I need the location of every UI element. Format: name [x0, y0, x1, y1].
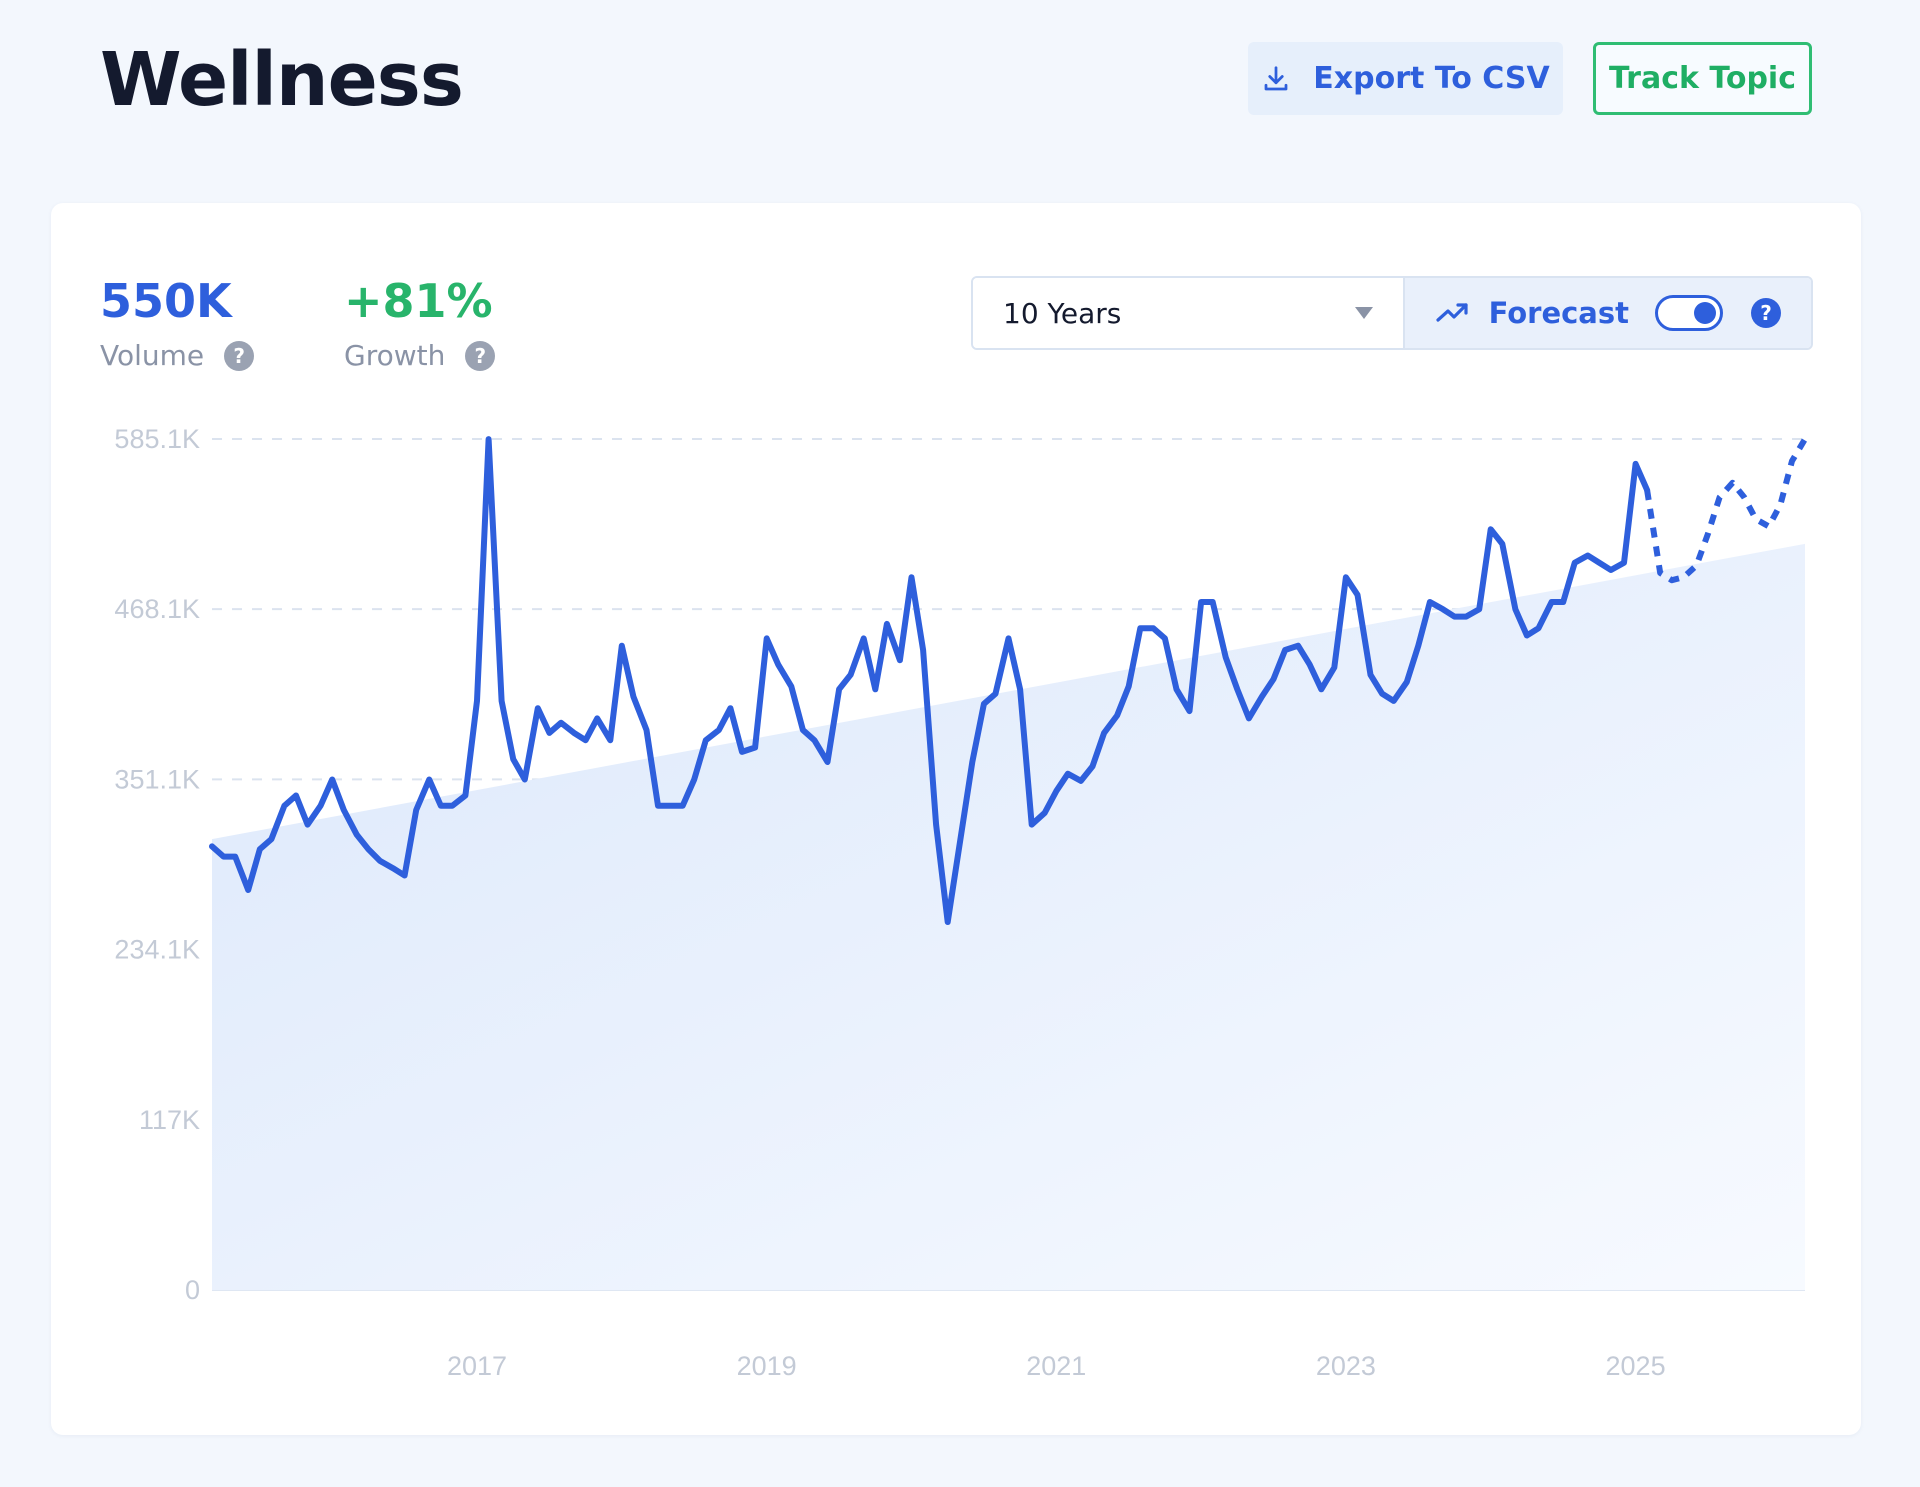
chevron-down-icon: [1354, 307, 1373, 319]
volume-stat: 550K Volume ?: [100, 273, 255, 372]
y-tick-label: 0: [185, 1275, 200, 1305]
y-tick-label: 117K: [139, 1105, 200, 1135]
y-tick-label: 585.1K: [114, 424, 200, 454]
growth-stat: +81% Growth ?: [344, 273, 496, 372]
x-tick-label: 2017: [447, 1351, 507, 1381]
export-csv-button[interactable]: Export To CSV: [1248, 42, 1563, 115]
trending-up-icon: [1435, 303, 1468, 322]
trend-area: [212, 543, 1805, 1290]
forecast-control: Forecast ?: [1404, 278, 1811, 348]
volume-help-icon[interactable]: ?: [224, 340, 255, 371]
x-tick-label: 2023: [1316, 1351, 1376, 1381]
x-tick-label: 2025: [1606, 1351, 1666, 1381]
download-icon: [1264, 65, 1288, 90]
growth-help-icon[interactable]: ?: [465, 340, 496, 371]
x-tick-label: 2021: [1026, 1351, 1086, 1381]
export-csv-label: Export To CSV: [1313, 61, 1550, 96]
volume-value: 550K: [100, 274, 232, 328]
page-title: Wellness: [100, 37, 464, 123]
forecast-toggle-knob: [1694, 302, 1716, 324]
chart-controls: 10 Years Forecast ?: [971, 276, 1813, 350]
growth-value: +81%: [344, 274, 493, 328]
growth-label-row: Growth ?: [344, 339, 496, 372]
track-topic-label: Track Topic: [1608, 61, 1797, 96]
volume-label: Volume: [100, 339, 205, 372]
forecast-toggle[interactable]: [1655, 295, 1723, 331]
trend-chart: 0 117K 234.1K 351.1K 468.1K 585.1K 2017 2019 20…: [114, 424, 1808, 1381]
y-tick-label: 468.1K: [114, 594, 200, 624]
growth-label: Growth: [344, 339, 446, 372]
y-tick-label: 234.1K: [114, 935, 200, 965]
time-range-value: 10 Years: [1003, 296, 1122, 330]
forecast-help-icon[interactable]: ?: [1751, 298, 1781, 328]
time-range-select[interactable]: 10 Years: [973, 278, 1405, 348]
volume-label-row: Volume ?: [100, 339, 255, 372]
chart-card: 550K Volume ? +81% Growth ? 10 Years For…: [51, 203, 1861, 1435]
volume-line: [209, 436, 1651, 925]
track-topic-button[interactable]: Track Topic: [1593, 42, 1812, 115]
y-tick-label: 351.1K: [114, 764, 200, 794]
forecast-line: [1644, 437, 1808, 584]
x-tick-label: 2019: [737, 1351, 797, 1381]
forecast-label: Forecast: [1488, 296, 1629, 330]
